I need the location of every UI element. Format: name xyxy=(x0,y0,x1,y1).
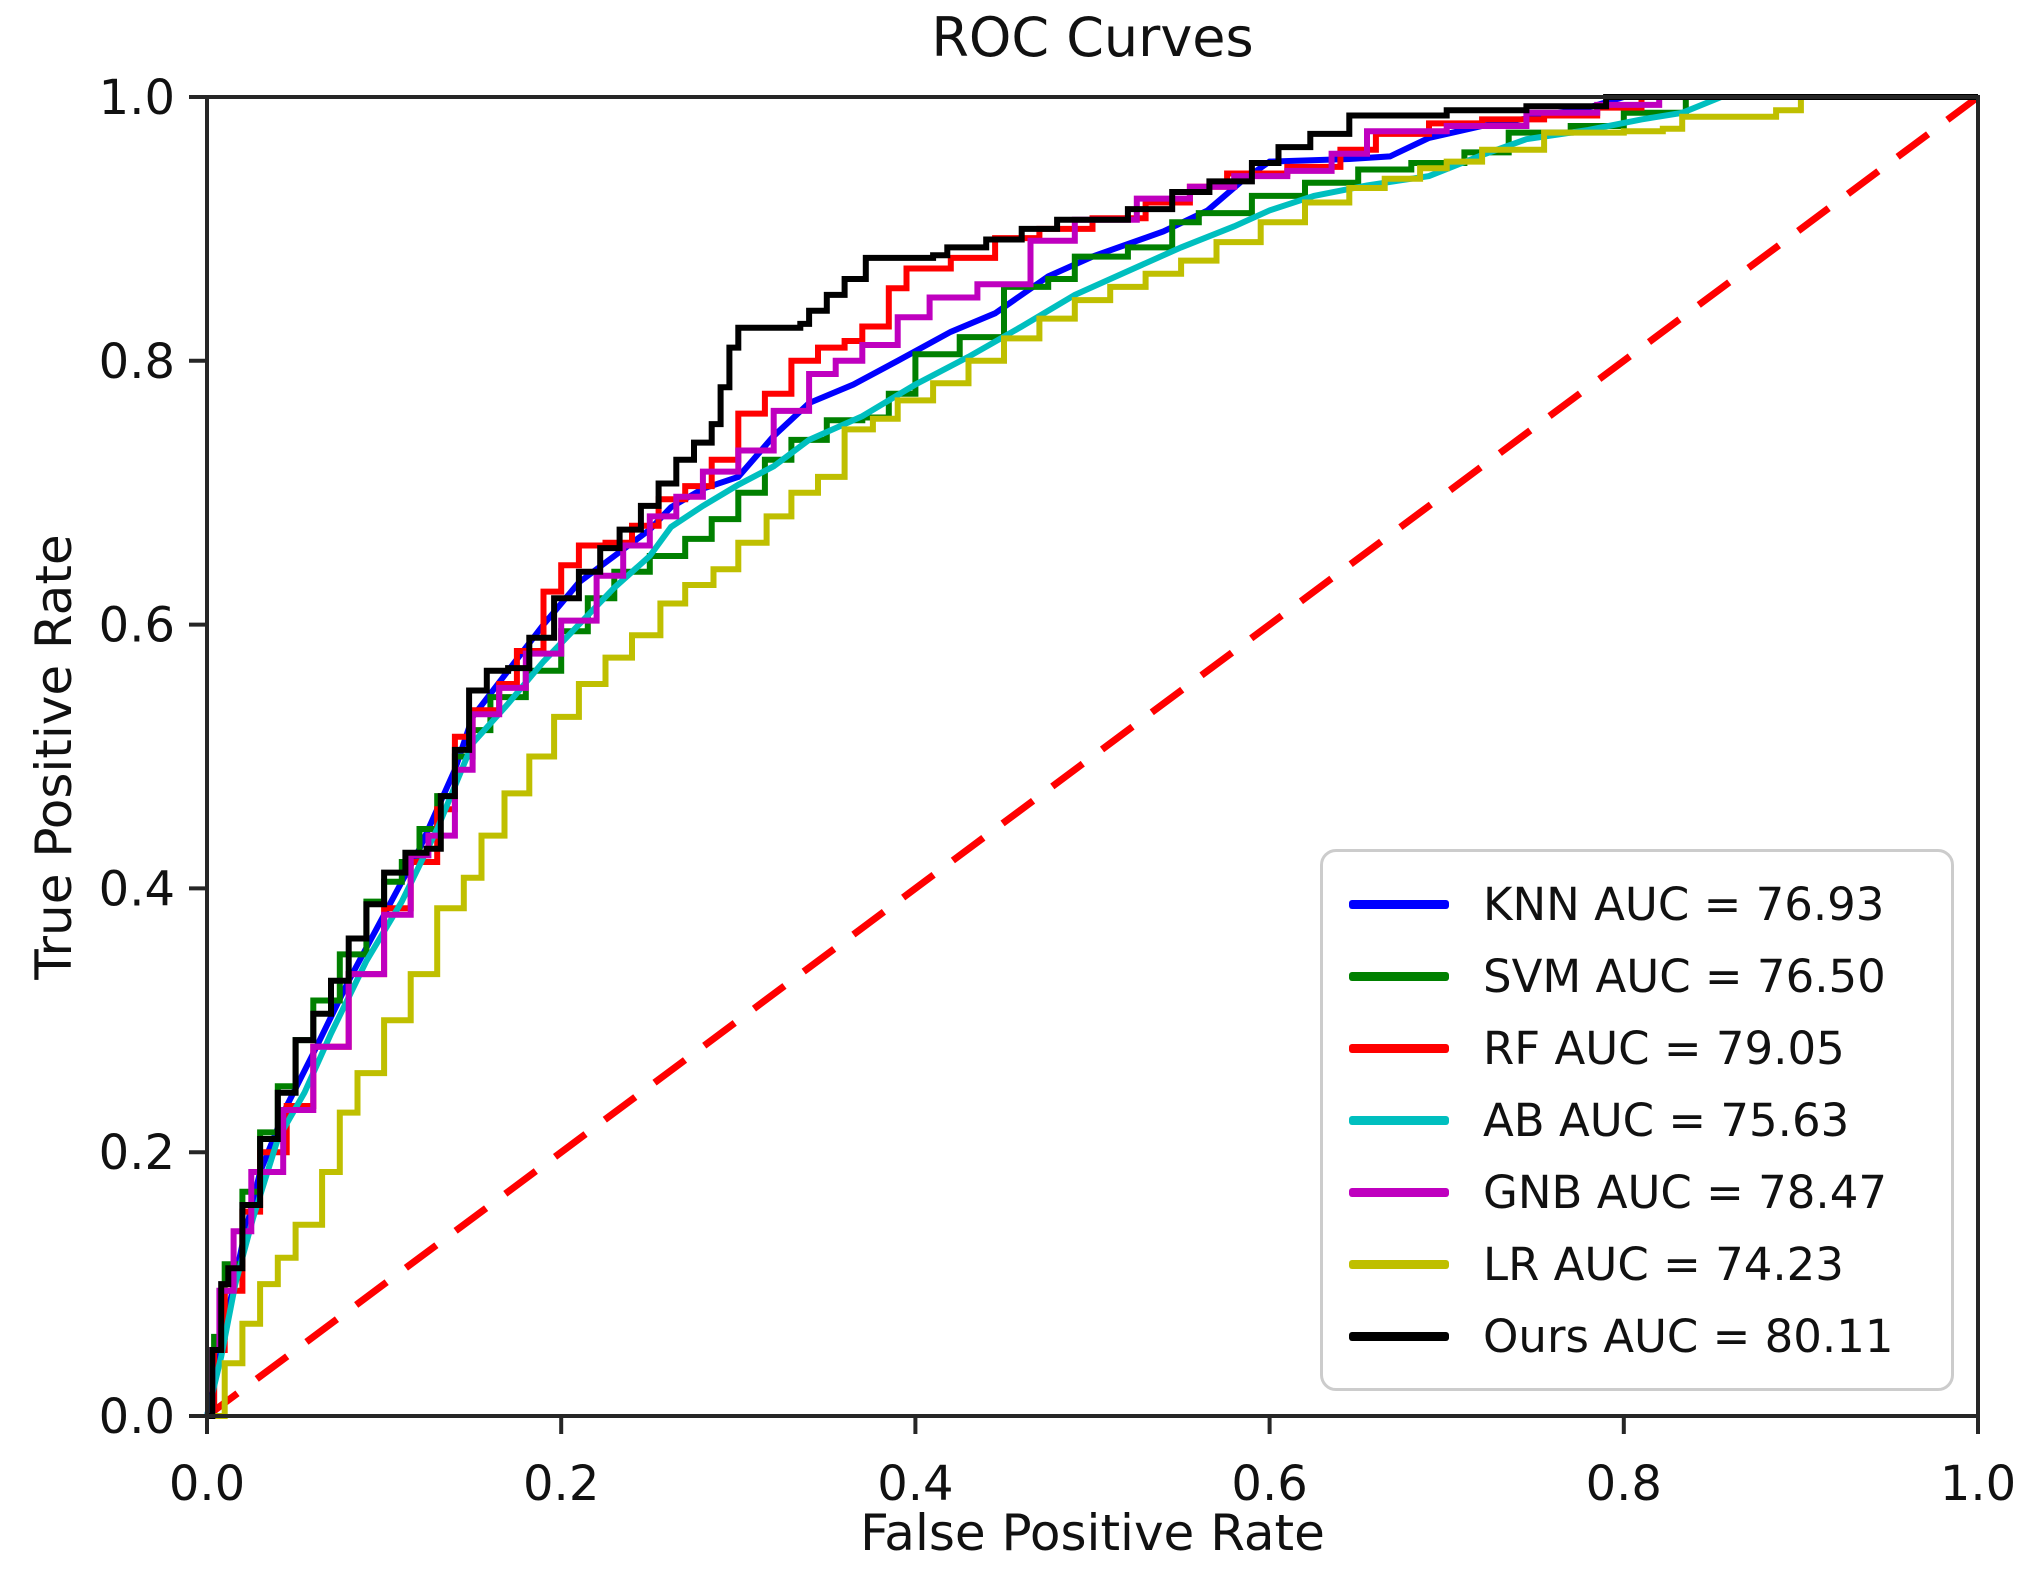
legend-label-svm: SVM AUC = 76.50 xyxy=(1483,949,1886,1003)
x-tick-label: 0.0 xyxy=(169,1456,245,1512)
x-tick-label: 0.2 xyxy=(523,1456,599,1512)
x-tick-label: 0.6 xyxy=(1231,1456,1307,1512)
chart-title: ROC Curves xyxy=(931,6,1254,69)
y-tick-label: 0.6 xyxy=(99,598,175,654)
legend-swatch-lr xyxy=(1349,1259,1449,1269)
legend-label-ab: AB AUC = 75.63 xyxy=(1483,1093,1850,1147)
legend-box: KNN AUC = 76.93 SVM AUC = 76.50 RF AUC = 7… xyxy=(1320,849,1954,1391)
legend-swatch-knn xyxy=(1349,899,1449,909)
y-tick-label: 1.0 xyxy=(99,70,175,126)
x-tick-label: 0.8 xyxy=(1586,1456,1662,1512)
legend-row-gnb: GNB AUC = 78.47 xyxy=(1349,1156,1925,1228)
legend-label-gnb: GNB AUC = 78.47 xyxy=(1483,1165,1887,1219)
legend-row-rf: RF AUC = 79.05 xyxy=(1349,1012,1925,1084)
legend-row-ours: Ours AUC = 80.11 xyxy=(1349,1300,1925,1372)
y-tick-label: 0.0 xyxy=(99,1389,175,1445)
roc-curve-knn xyxy=(204,94,1978,1417)
plot-border xyxy=(205,95,1980,1418)
legend-row-svm: SVM AUC = 76.50 xyxy=(1349,940,1925,1012)
legend-label-rf: RF AUC = 79.05 xyxy=(1483,1021,1845,1075)
legend-swatch-ours xyxy=(1349,1331,1449,1341)
legend-label-lr: LR AUC = 74.23 xyxy=(1483,1237,1844,1291)
legend-swatch-svm xyxy=(1349,971,1449,981)
legend-label-ours: Ours AUC = 80.11 xyxy=(1483,1309,1894,1363)
legend-label-knn: KNN AUC = 76.93 xyxy=(1483,877,1885,931)
legend-row-lr: LR AUC = 74.23 xyxy=(1349,1228,1925,1300)
legend-row-knn: KNN AUC = 76.93 xyxy=(1349,868,1925,940)
y-tick-label: 0.4 xyxy=(99,861,175,917)
legend-swatch-ab xyxy=(1349,1115,1449,1125)
y-axis-label: True Positive Rate xyxy=(25,534,83,980)
roc-curve-ours xyxy=(207,94,1978,1419)
roc-curve-svm xyxy=(207,94,1978,1419)
y-tick-label: 0.8 xyxy=(99,334,175,390)
x-tick-label: 0.4 xyxy=(877,1456,953,1512)
y-tick-label: 0.2 xyxy=(99,1125,175,1181)
legend-row-ab: AB AUC = 75.63 xyxy=(1349,1084,1925,1156)
roc-curve-lr xyxy=(207,94,1978,1419)
legend-swatch-gnb xyxy=(1349,1187,1449,1197)
legend-swatch-rf xyxy=(1349,1043,1449,1053)
x-axis-label: False Positive Rate xyxy=(860,1504,1325,1562)
x-tick-label: 1.0 xyxy=(1940,1456,2016,1512)
roc-curve-gnb xyxy=(207,94,1978,1419)
